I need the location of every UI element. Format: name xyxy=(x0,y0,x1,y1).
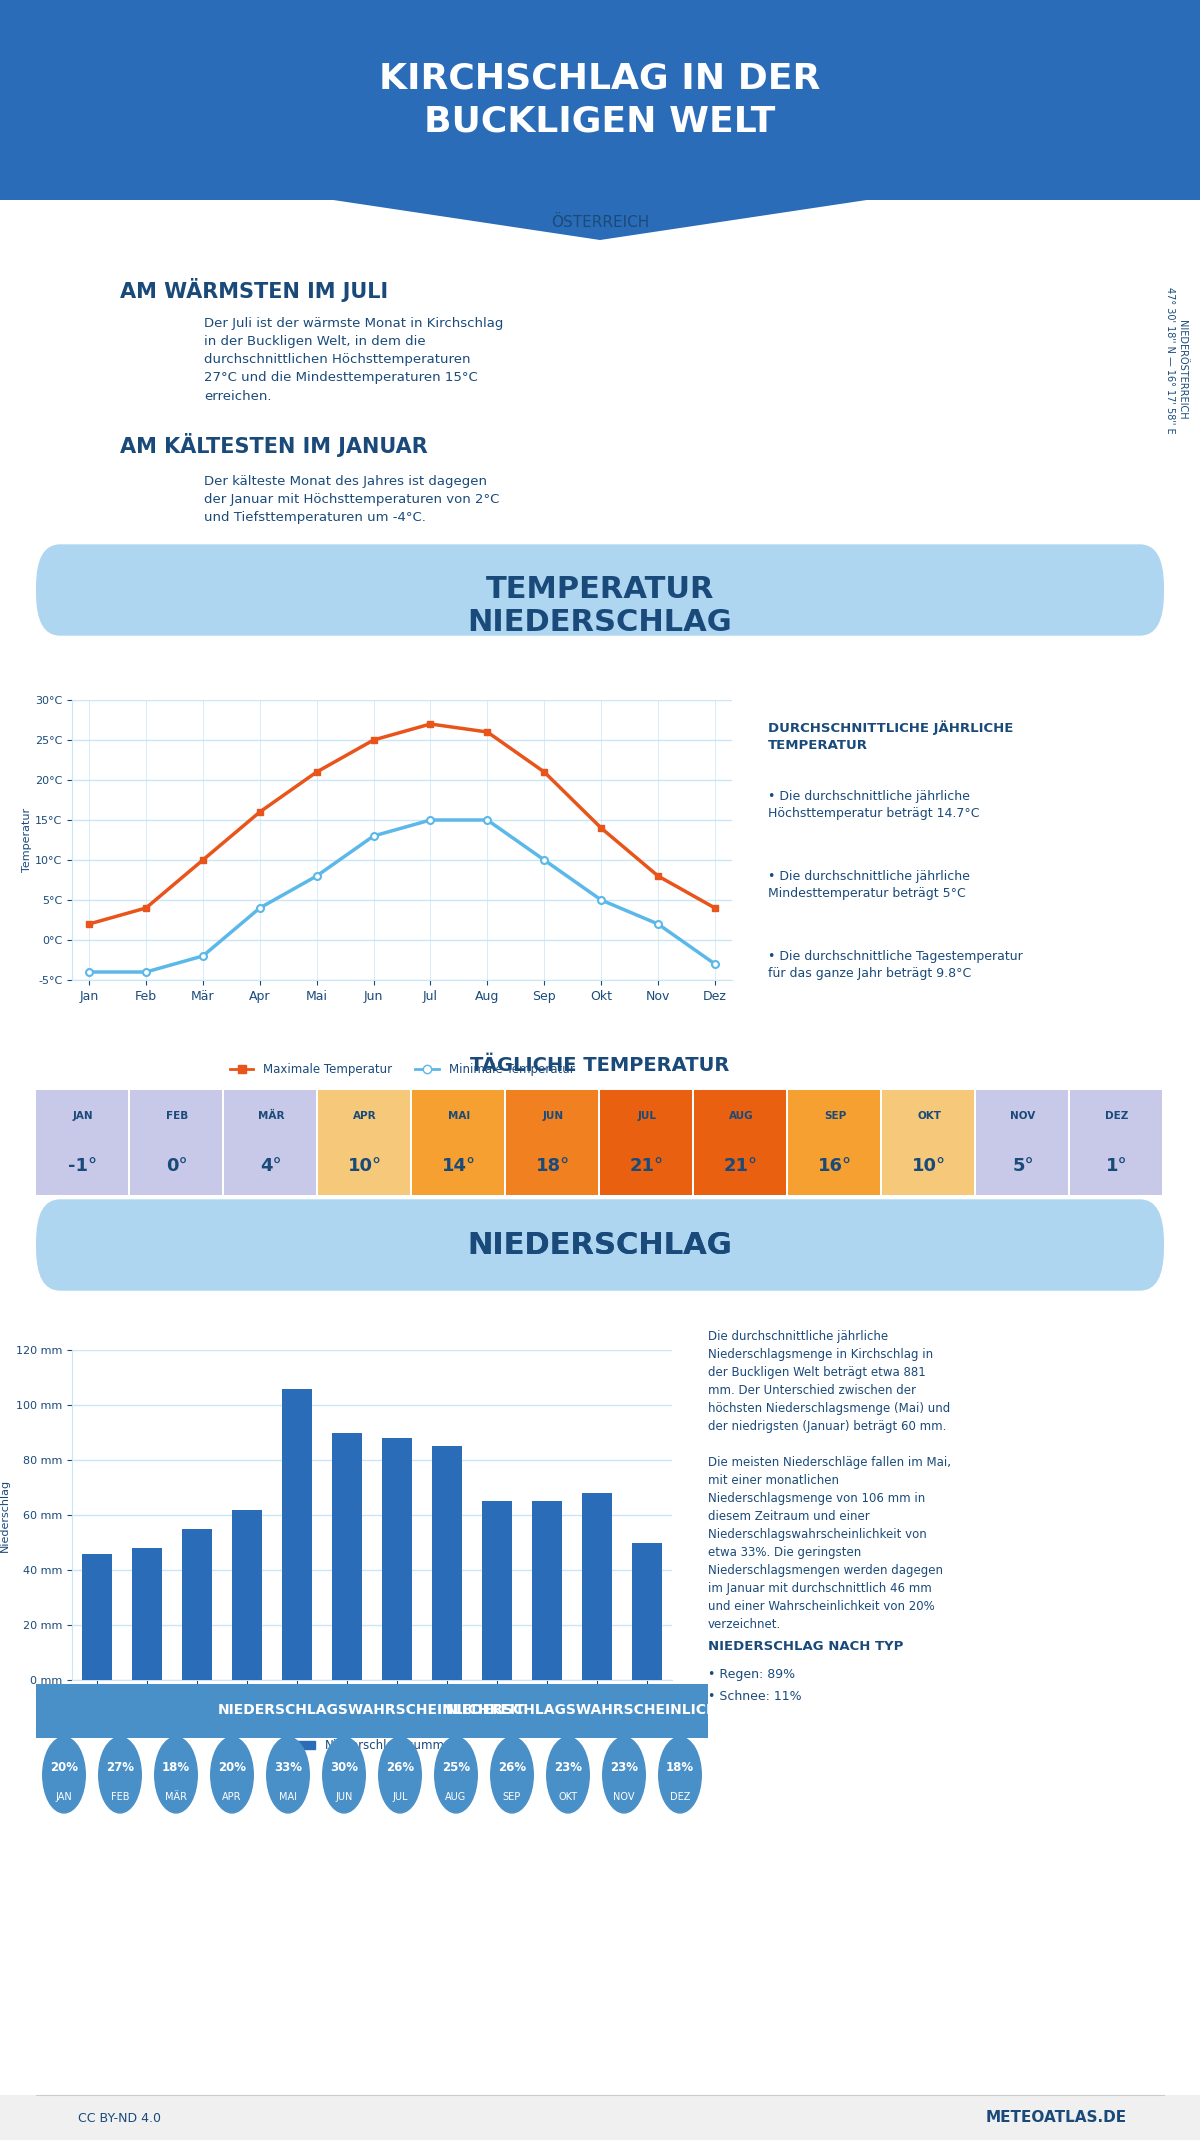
Text: NIEDERSCHLAG: NIEDERSCHLAG xyxy=(468,608,732,638)
Bar xyxy=(182,1528,212,1680)
Text: DEZ: DEZ xyxy=(1105,1111,1129,1121)
Bar xyxy=(82,1554,112,1680)
Text: Der Juli ist der wärmste Monat in Kirchschlag
in der Buckligen Welt, in dem die
: Der Juli ist der wärmste Monat in Kirchs… xyxy=(204,317,503,402)
Text: MAI: MAI xyxy=(448,1111,470,1121)
Text: NIEDERÖSTERREICH: NIEDERÖSTERREICH xyxy=(1177,321,1187,419)
Text: MÄR: MÄR xyxy=(166,1793,187,1802)
Bar xyxy=(232,1509,262,1680)
Text: TEMPERATUR: TEMPERATUR xyxy=(486,576,714,603)
Text: OKT: OKT xyxy=(558,1793,577,1802)
Text: APR: APR xyxy=(222,1793,241,1802)
Text: • Die durchschnittliche jährliche
Höchsttemperatur beträgt 14.7°C: • Die durchschnittliche jährliche Höchst… xyxy=(768,790,979,820)
Text: TÄGLICHE TEMPERATUR: TÄGLICHE TEMPERATUR xyxy=(470,1055,730,1074)
Text: 4°: 4° xyxy=(260,1156,282,1175)
Bar xyxy=(132,1547,162,1680)
Text: 1°: 1° xyxy=(1106,1156,1128,1175)
Bar xyxy=(532,1502,562,1680)
Text: Der kälteste Monat des Jahres ist dagegen
der Januar mit Höchsttemperaturen von : Der kälteste Monat des Jahres ist dagege… xyxy=(204,475,499,524)
Text: 16°: 16° xyxy=(818,1156,852,1175)
Text: 20%: 20% xyxy=(50,1761,78,1774)
Text: JUN: JUN xyxy=(335,1793,353,1802)
Text: ÖSTERREICH: ÖSTERREICH xyxy=(551,214,649,229)
Text: 23%: 23% xyxy=(554,1761,582,1774)
Text: 18°: 18° xyxy=(536,1156,570,1175)
Text: 14°: 14° xyxy=(442,1156,476,1175)
Bar xyxy=(432,1447,462,1680)
Text: NIEDERSCHLAGSWAHRSCHEINLICHKEIT: NIEDERSCHLAGSWAHRSCHEINLICHKEIT xyxy=(218,1703,526,1716)
Text: 25%: 25% xyxy=(442,1761,470,1774)
Text: MAI: MAI xyxy=(278,1793,298,1802)
Text: 21°: 21° xyxy=(724,1156,758,1175)
Text: NIEDERSCHLAG: NIEDERSCHLAG xyxy=(468,1230,732,1260)
Text: KIRCHSCHLAG IN DER
BUCKLIGEN WELT: KIRCHSCHLAG IN DER BUCKLIGEN WELT xyxy=(379,62,821,139)
Text: AM WÄRMSTEN IM JULI: AM WÄRMSTEN IM JULI xyxy=(120,278,388,302)
Text: NIEDERSCHLAG: NIEDERSCHLAG xyxy=(468,1230,732,1260)
Text: 21°: 21° xyxy=(630,1156,664,1175)
Text: 5°: 5° xyxy=(1012,1156,1034,1175)
Text: NIEDERSCHLAGSWAHRSCHEINLICHKEIT: NIEDERSCHLAGSWAHRSCHEINLICHKEIT xyxy=(446,1703,754,1716)
Text: AUG: AUG xyxy=(445,1793,467,1802)
Text: 20%: 20% xyxy=(218,1761,246,1774)
Text: SEP: SEP xyxy=(824,1111,846,1121)
Text: 18%: 18% xyxy=(162,1761,190,1774)
Y-axis label: Niederschlag: Niederschlag xyxy=(0,1479,11,1551)
Bar xyxy=(282,1389,312,1680)
Text: 0°: 0° xyxy=(166,1156,188,1175)
Bar xyxy=(332,1432,362,1680)
Text: 33%: 33% xyxy=(274,1761,302,1774)
Legend: Niederschlagssumme: Niederschlagssumme xyxy=(287,1733,457,1757)
Text: DURCHSCHNITTLICHE JÄHRLICHE
TEMPERATUR: DURCHSCHNITTLICHE JÄHRLICHE TEMPERATUR xyxy=(768,719,1013,751)
Text: 26%: 26% xyxy=(386,1761,414,1774)
Y-axis label: Temperatur: Temperatur xyxy=(22,809,32,873)
Text: 27%: 27% xyxy=(106,1761,134,1774)
Text: METEOATLAS.DE: METEOATLAS.DE xyxy=(985,2110,1127,2125)
Text: 10°: 10° xyxy=(348,1156,382,1175)
Text: 26%: 26% xyxy=(498,1761,526,1774)
Text: • Die durchschnittliche Tagestemperatur
für das ganze Jahr beträgt 9.8°C: • Die durchschnittliche Tagestemperatur … xyxy=(768,950,1022,980)
Text: AUG: AUG xyxy=(728,1111,754,1121)
Text: JAN: JAN xyxy=(73,1111,94,1121)
Text: DEZ: DEZ xyxy=(670,1793,690,1802)
Text: NOV: NOV xyxy=(613,1793,635,1802)
Text: -1°: -1° xyxy=(68,1156,97,1175)
Text: 18%: 18% xyxy=(666,1761,694,1774)
Text: MÄR: MÄR xyxy=(258,1111,284,1121)
Text: AM KÄLTESTEN IM JANUAR: AM KÄLTESTEN IM JANUAR xyxy=(120,432,427,458)
Bar xyxy=(382,1438,412,1680)
Text: JUL: JUL xyxy=(637,1111,656,1121)
Bar xyxy=(582,1494,612,1680)
Text: • Schnee: 11%: • Schnee: 11% xyxy=(708,1691,802,1703)
Text: JUL: JUL xyxy=(392,1793,408,1802)
Text: 47° 30' 18'' N — 16° 17' 58'' E: 47° 30' 18'' N — 16° 17' 58'' E xyxy=(1165,287,1175,432)
Text: JUN: JUN xyxy=(542,1111,564,1121)
Text: NIEDERSCHLAG NACH TYP: NIEDERSCHLAG NACH TYP xyxy=(708,1639,904,1652)
Legend: Maximale Temperatur, Minimale Temperatur: Maximale Temperatur, Minimale Temperatur xyxy=(224,1057,580,1081)
Text: • Regen: 89%: • Regen: 89% xyxy=(708,1667,796,1682)
Bar xyxy=(632,1543,662,1680)
Text: 23%: 23% xyxy=(610,1761,638,1774)
Text: FEB: FEB xyxy=(110,1793,130,1802)
Text: OKT: OKT xyxy=(917,1111,941,1121)
Text: JAN: JAN xyxy=(55,1793,72,1802)
Text: Die durchschnittliche jährliche
Niederschlagsmenge in Kirchschlag in
der Bucklig: Die durchschnittliche jährliche Niedersc… xyxy=(708,1329,952,1631)
Text: • Die durchschnittliche jährliche
Mindesttemperatur beträgt 5°C: • Die durchschnittliche jährliche Mindes… xyxy=(768,871,970,901)
Text: NOV: NOV xyxy=(1010,1111,1036,1121)
Bar xyxy=(482,1502,512,1680)
Text: FEB: FEB xyxy=(166,1111,188,1121)
Text: 10°: 10° xyxy=(912,1156,946,1175)
Text: APR: APR xyxy=(353,1111,377,1121)
Text: 30%: 30% xyxy=(330,1761,358,1774)
Text: CC BY-ND 4.0: CC BY-ND 4.0 xyxy=(78,2112,162,2125)
Text: SEP: SEP xyxy=(503,1793,521,1802)
